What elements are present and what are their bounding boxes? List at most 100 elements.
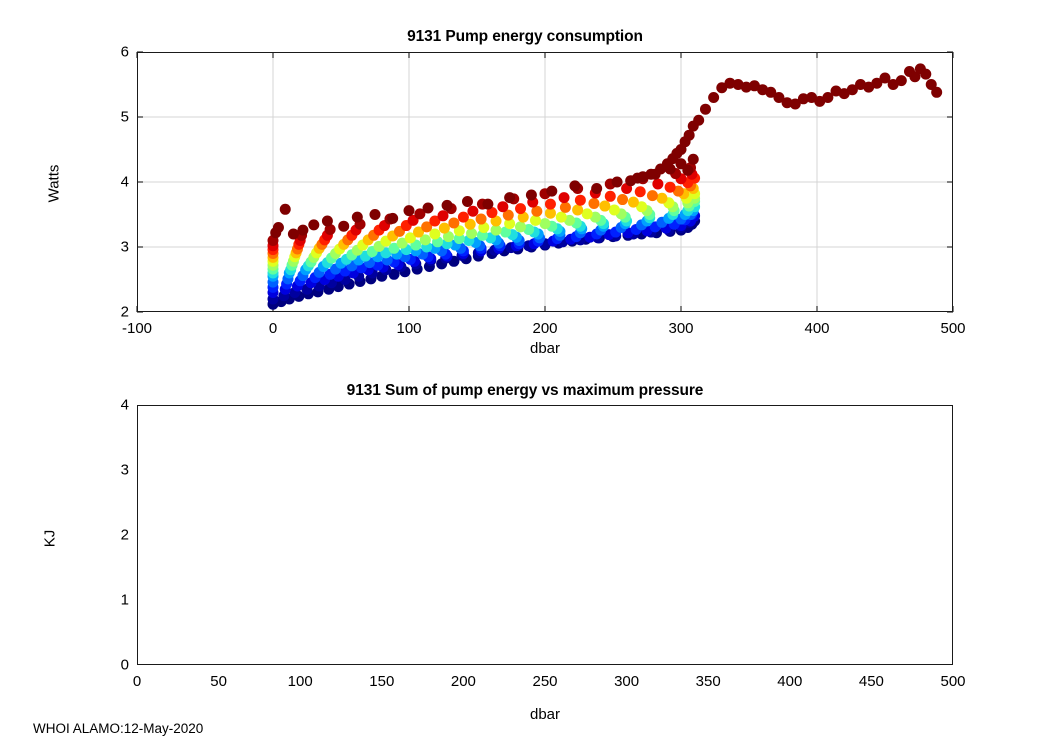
xtick-label: 500 [940,673,966,690]
ytick-label: 4 [120,396,129,414]
xtick-label: 0 [268,320,278,337]
data-point [716,82,728,94]
data-point [634,186,646,198]
xtick-label: 50 [210,673,227,690]
xtick-label: 400 [777,673,803,690]
ytick-label: 1 [120,591,129,609]
data-point [544,207,556,219]
bottom-plot-title: 9131 Sum of pump energy vs maximum press… [346,382,704,399]
ytick-label: 3 [120,238,129,256]
top-plot-canvas [136,51,954,313]
data-point [515,203,527,215]
ytick-label: 0 [120,656,129,674]
xtick-label: 250 [532,673,558,690]
data-point [611,176,623,188]
data-point [500,226,512,238]
panel-pump-energy-consumption: 9131 Pump energy consumption Watts dbar … [0,0,1050,370]
data-point [931,86,943,98]
xtick-label: 200 [450,673,476,690]
data-point [814,95,826,107]
data-point [863,81,875,93]
data-point [308,219,320,231]
data-point [572,204,584,216]
data-point [490,215,502,227]
data-point [482,198,494,210]
data-point [683,129,695,141]
data-point [574,194,586,206]
data-point [617,194,629,206]
data-point [773,92,785,103]
data-point [887,79,899,90]
data-point [504,218,516,230]
data-point [419,234,431,246]
data-point [497,201,509,213]
data-point [453,233,465,245]
data-point [652,178,664,190]
data-point [351,211,363,223]
data-point [287,228,299,240]
data-point [797,93,809,105]
data-point [588,197,600,209]
data-point [404,232,416,244]
data-point [504,192,516,204]
data-point [388,268,400,280]
data-point [740,81,752,93]
data-point [925,79,937,90]
ytick-label: 2 [120,526,129,544]
data-point [806,92,818,103]
data-point [457,211,469,223]
data-point [321,215,333,227]
ytick-label: 6 [120,43,129,61]
figure-footer: WHOI ALAMO:12-May-2020 [33,721,204,736]
data-point [699,103,711,115]
xtick-label: 450 [858,673,884,690]
data-point [448,217,460,229]
data-point [656,192,668,204]
data-point [599,200,611,212]
data-point [531,205,543,217]
data-point [895,75,907,87]
data-point [387,212,399,224]
bottom-plot-axes-box [137,405,953,665]
data-point [765,86,777,98]
ytick-label: 4 [120,173,129,191]
data-point [920,68,932,80]
data-point [591,183,603,194]
data-point [581,208,593,220]
data-point [413,226,425,238]
data-point [539,218,551,230]
data-point [429,215,441,227]
xtick-label: 300 [614,673,640,690]
ytick-label: 3 [120,461,129,479]
data-point [608,204,620,216]
data-point [475,213,487,225]
data-point [279,203,291,215]
data-point [871,77,883,89]
ytick-label: 5 [120,108,129,126]
data-point [879,72,891,84]
data-point [645,168,657,180]
data-point [604,190,616,202]
data-point [272,222,284,233]
data-point [453,225,465,237]
data-point [407,214,419,226]
data-point [297,224,309,236]
xtick-label: 350 [695,673,721,690]
ytick-label: 2 [120,303,129,321]
data-point [464,218,476,230]
data-point [324,223,336,235]
data-point [515,221,527,233]
data-point [838,88,850,100]
data-point [789,98,801,110]
data-point [846,84,858,96]
data-point [467,205,479,217]
data-point [414,208,426,220]
data-point [380,247,392,259]
data-point [558,192,570,204]
panel-sum-pump-energy: 9131 Sum of pump energy vs maximum press… [0,370,1050,750]
data-point [555,211,567,223]
data-point [682,164,694,176]
data-point [466,227,478,239]
data-point [625,175,637,187]
